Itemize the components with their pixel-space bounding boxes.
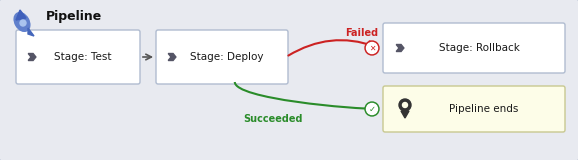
FancyBboxPatch shape: [383, 23, 565, 73]
Circle shape: [366, 43, 377, 53]
Text: Failed: Failed: [346, 28, 379, 38]
Text: Succeeded: Succeeded: [243, 114, 302, 124]
Text: ✕: ✕: [369, 44, 375, 52]
FancyBboxPatch shape: [156, 30, 288, 84]
FancyBboxPatch shape: [383, 86, 565, 132]
Polygon shape: [28, 53, 36, 60]
Circle shape: [20, 20, 26, 26]
Circle shape: [365, 102, 379, 116]
Polygon shape: [16, 10, 26, 20]
Text: Pipeline ends: Pipeline ends: [449, 104, 518, 114]
Polygon shape: [168, 53, 176, 60]
Circle shape: [365, 41, 379, 55]
Text: Pipeline: Pipeline: [46, 10, 102, 23]
Circle shape: [399, 99, 411, 111]
Polygon shape: [396, 44, 404, 52]
Circle shape: [366, 104, 377, 115]
Text: Stage: Rollback: Stage: Rollback: [439, 43, 520, 53]
Polygon shape: [401, 111, 409, 118]
Text: Stage: Test: Stage: Test: [54, 52, 112, 62]
Circle shape: [402, 103, 407, 108]
Text: Stage: Deploy: Stage: Deploy: [190, 52, 264, 62]
Text: ✓: ✓: [369, 104, 376, 113]
Polygon shape: [28, 28, 34, 36]
Ellipse shape: [14, 13, 30, 31]
FancyBboxPatch shape: [16, 30, 140, 84]
